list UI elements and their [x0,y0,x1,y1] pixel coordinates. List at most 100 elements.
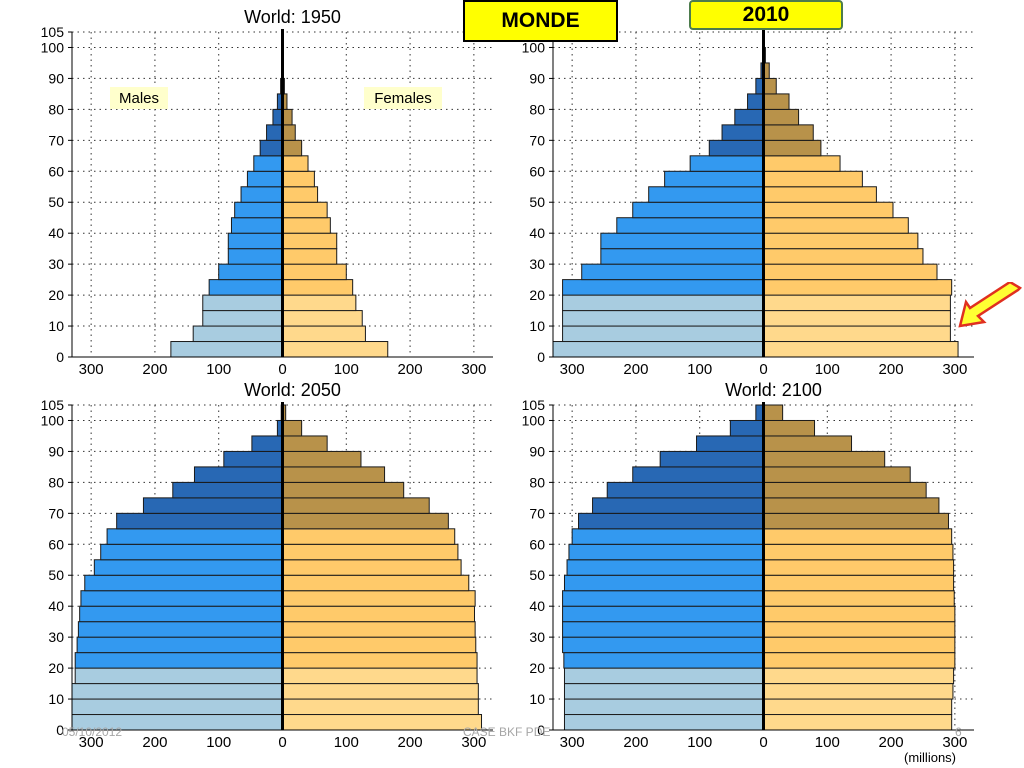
legend-males: Males [119,90,159,107]
y-tick-label: 20 [48,287,64,303]
y-tick-label: 80 [529,101,545,117]
y-tick-label: 105 [41,24,65,40]
male-bar-45-49 [234,201,283,219]
male-bar-0-4 [170,341,283,358]
female-bar-75-79 [282,481,405,499]
male-bar-5-9 [192,325,284,343]
y-tick-label: 20 [529,660,545,676]
x-tick-label: 300 [560,361,585,378]
male-bar-80-84 [632,466,765,483]
male-bar-55-59 [568,543,764,561]
x-tick-label: 200 [879,734,904,751]
female-bar-50-54 [763,186,877,203]
y-tick-label: 0 [537,722,545,738]
male-bar-5-9 [563,698,764,716]
male-bar-75-79 [734,108,765,126]
male-bar-5-9 [562,325,764,343]
footer-page-number: 6 [955,725,962,739]
y-tick-label: 90 [48,70,64,86]
male-bar-70-74 [592,497,764,514]
female-bar-20-24 [763,652,956,669]
x-tick-label: 300 [79,361,104,378]
y-tick-label: 90 [529,443,545,459]
male-bar-35-39 [600,232,764,250]
male-bar-20-24 [563,652,764,669]
female-bar-30-34 [763,248,924,265]
year-2010-box: 2010 [689,0,843,30]
female-bar-70-74 [282,124,296,141]
female-bar-50-54 [282,559,462,576]
y-tick-label: 100 [522,412,546,428]
y-tick-label: 40 [529,598,545,614]
female-bar-80-84 [763,466,911,483]
female-bar-5-9 [282,698,479,716]
male-bar-25-29 [581,263,764,281]
male-bar-45-49 [632,201,765,219]
male-bar-0-4 [552,341,764,358]
female-bar-55-59 [282,543,459,561]
male-bar-35-39 [562,605,764,623]
female-bar-25-29 [763,263,938,281]
male-bar-25-29 [218,263,284,281]
female-bar-20-24 [282,652,478,669]
female-bar-0-4 [763,341,959,358]
female-bar-30-34 [282,621,476,638]
male-bar-90-94 [696,435,764,452]
x-tick-label: 200 [142,734,167,751]
male-bar-90-94 [251,435,284,452]
x-tick-label: 100 [206,361,231,378]
female-bar-35-39 [282,232,338,250]
male-bar-15-19 [562,294,764,312]
male-bar-50-54 [648,186,765,203]
male-bar-65-69 [259,139,284,157]
y-tick-label: 100 [522,39,546,55]
male-bar-30-34 [600,248,764,265]
female-bar-55-59 [763,543,954,561]
female-bar-80-84 [282,466,386,483]
male-bar-40-44 [562,590,764,607]
female-bar-70-74 [763,497,940,514]
female-bar-95-99 [763,419,816,437]
female-bar-10-14 [763,683,954,700]
y-tick-label: 70 [48,132,64,148]
y-tick-label: 30 [529,629,545,645]
monde-title-box: MONDE [463,0,618,42]
x-tick-label: 100 [334,734,359,751]
female-bar-35-39 [763,605,956,623]
male-bar-70-74 [721,124,765,141]
female-bar-65-69 [763,139,822,157]
x-tick-label: 200 [142,361,167,378]
female-bar-90-94 [763,435,853,452]
male-bar-35-39 [79,605,284,623]
female-bar-90-94 [282,435,328,452]
x-tick-label: 300 [461,361,486,378]
y-tick-label: 0 [537,349,545,365]
female-bar-15-19 [763,667,955,685]
y-tick-label: 70 [529,505,545,521]
female-bar-25-29 [282,263,347,281]
male-bar-50-54 [93,559,283,576]
female-bar-5-9 [763,325,951,343]
male-bar-15-19 [563,667,764,685]
male-bar-60-64 [106,528,284,545]
y-tick-label: 10 [529,318,545,334]
pyramid-chart-2 [68,402,493,731]
female-bar-95-99 [282,419,303,437]
female-bar-40-44 [282,590,476,607]
footer-date: 05/10/2012 [62,725,123,739]
male-bar-65-69 [708,139,764,157]
x-tick-label: 200 [623,361,648,378]
pyramid-chart-3 [549,402,974,731]
y-tick-label: 10 [48,691,64,707]
x-tick-label: 300 [560,734,585,751]
y-tick-label: 30 [48,629,64,645]
male-bar-50-54 [240,186,283,203]
female-bar-40-44 [282,217,331,234]
female-bar-15-19 [282,294,357,312]
male-bar-85-89 [223,450,284,468]
female-bar-20-24 [763,279,953,296]
female-bar-65-69 [282,139,303,157]
y-tick-label: 70 [529,132,545,148]
y-tick-label: 40 [48,598,64,614]
